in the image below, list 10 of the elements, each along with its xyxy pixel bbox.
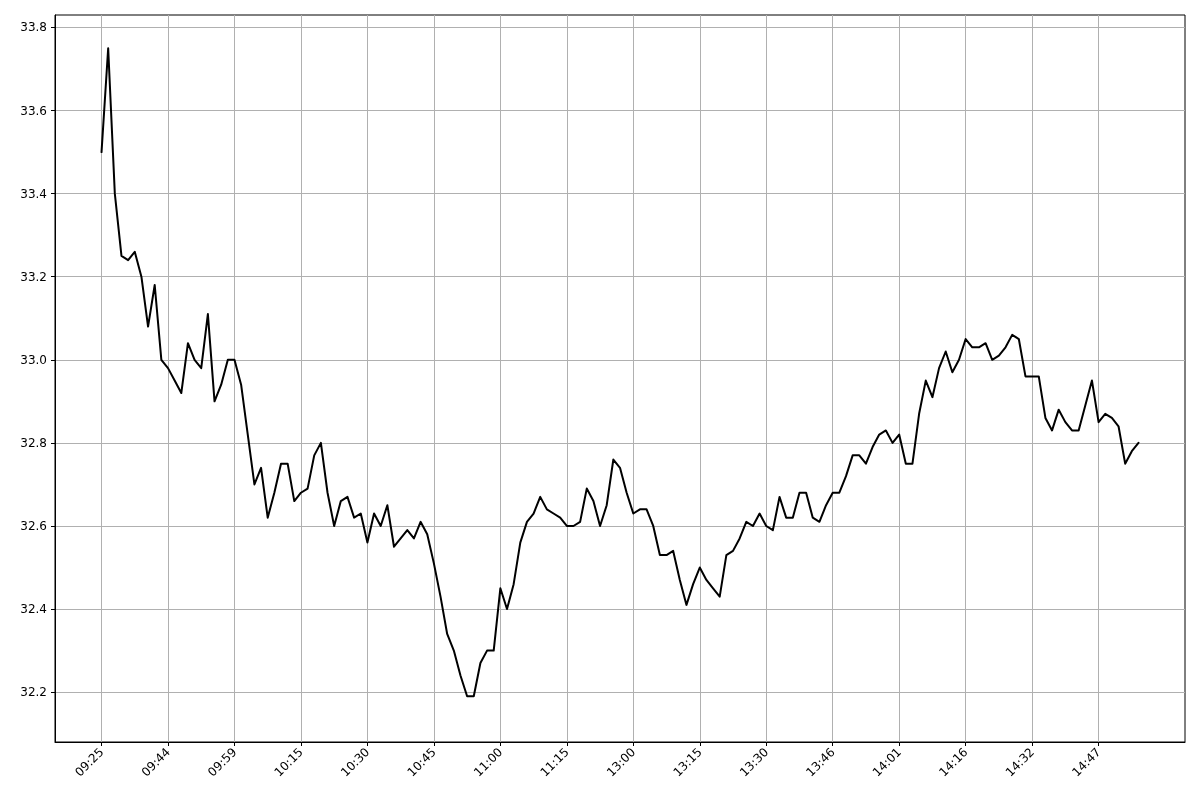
y-tick-label: 32.6 <box>20 518 47 533</box>
y-tick-label: 32.8 <box>20 435 47 450</box>
y-tick-label: 33.0 <box>20 352 47 367</box>
y-tick-label: 32.2 <box>20 685 47 700</box>
y-tick-label: 33.4 <box>20 186 47 201</box>
y-tick-label: 32.4 <box>20 602 47 617</box>
y-tick-label: 33.8 <box>20 20 47 35</box>
y-tick-label: 33.6 <box>20 103 47 118</box>
line-series <box>100 47 1140 698</box>
y-tick-label: 33.2 <box>20 269 47 284</box>
